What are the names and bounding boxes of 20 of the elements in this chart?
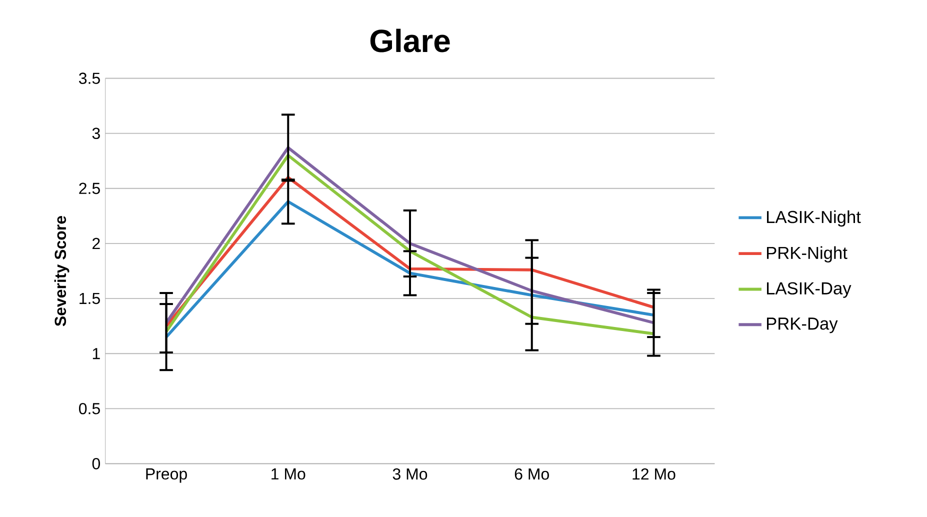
y-tick-label: 2.5	[79, 182, 100, 194]
legend-label: PRK-Day	[767, 318, 838, 334]
y-tick-label: 0	[92, 458, 100, 470]
y-tick-label: 3.5	[78, 72, 100, 84]
x-tick-label: 12 Mo	[632, 468, 676, 480]
legend-label: PRK-Night	[767, 246, 848, 262]
legend-label: LASIK-Night	[767, 210, 861, 227]
line-series	[164, 200, 656, 339]
y-axis-title: Severity Score	[54, 216, 70, 326]
x-tick-label: Preop	[146, 468, 187, 483]
legend-label: LASIK-Day	[767, 282, 852, 298]
y-tick-label: 0.5	[79, 402, 100, 414]
x-tick-label: 3 Mo	[392, 468, 428, 480]
x-tick-label: 6 Mo	[514, 468, 549, 480]
y-tick-label: 1	[92, 348, 100, 360]
x-tick-label: 1 Mo	[272, 468, 306, 480]
y-tick-label: 3	[92, 128, 100, 140]
y-tick-label: 1.5	[80, 292, 100, 304]
chart-title: Glare	[370, 28, 450, 52]
y-tick-label: 2	[92, 238, 100, 250]
